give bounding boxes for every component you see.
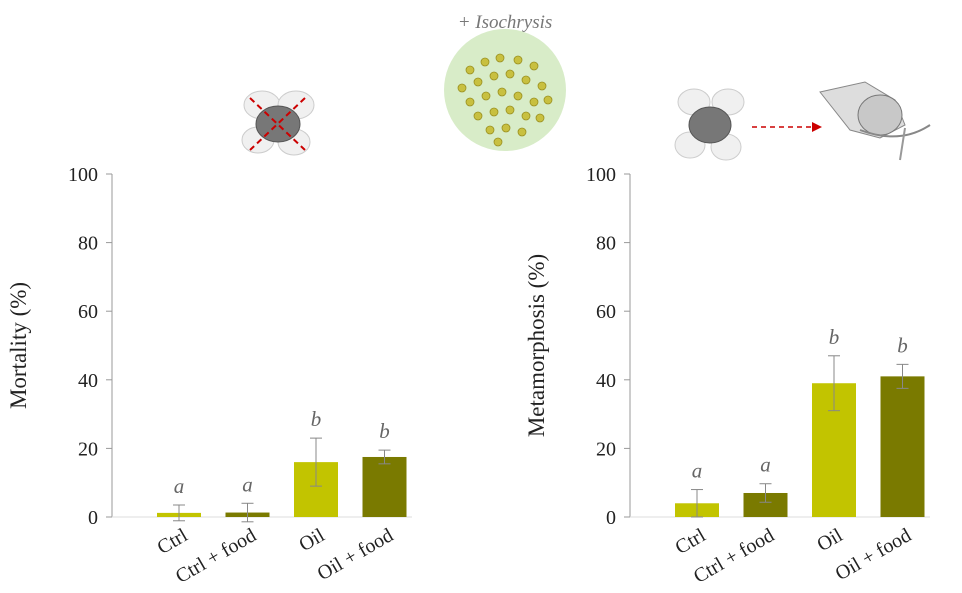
significance-letter: a: [692, 459, 703, 483]
algae-illustration: [444, 29, 566, 151]
y-tick-label: 40: [78, 370, 98, 392]
y-tick-label: 80: [596, 233, 616, 255]
y-tick-label: 20: [78, 438, 98, 460]
y-tick-label: 80: [78, 233, 98, 255]
x-tick-label: Oil: [813, 524, 847, 556]
significance-letter: b: [829, 325, 840, 349]
significance-letter: a: [760, 453, 771, 477]
x-tick-label: Ctrl: [154, 524, 192, 559]
y-tick-label: 40: [596, 370, 616, 392]
x-tick-label: Oil + food: [314, 524, 397, 585]
y-tick-label: 60: [78, 301, 98, 323]
y-tick-label: 0: [606, 507, 616, 529]
x-tick-label: Oil + food: [832, 524, 915, 585]
significance-letter: a: [174, 474, 185, 498]
significance-letter: b: [379, 419, 390, 443]
y-tick-label: 60: [596, 301, 616, 323]
y-tick-label: 20: [596, 438, 616, 460]
significance-letter: b: [311, 407, 322, 431]
significance-letter: a: [242, 472, 253, 496]
bar: [363, 457, 407, 517]
y-axis-label: Mortality (%): [6, 282, 31, 409]
metamorphosis-illustration: [675, 82, 930, 160]
y-tick-label: 100: [68, 164, 98, 186]
x-tick-label: Ctrl: [672, 524, 710, 559]
y-tick-label: 100: [586, 164, 616, 186]
y-tick-label: 0: [88, 507, 98, 529]
larva-illustration: [242, 91, 314, 155]
x-tick-label: Oil: [295, 524, 329, 556]
figure: + Isochrysis 020406080100Mortalit: [0, 0, 962, 593]
significance-letter: b: [897, 333, 908, 357]
y-axis-label: Metamorphosis (%): [524, 254, 549, 437]
bar: [881, 376, 925, 517]
